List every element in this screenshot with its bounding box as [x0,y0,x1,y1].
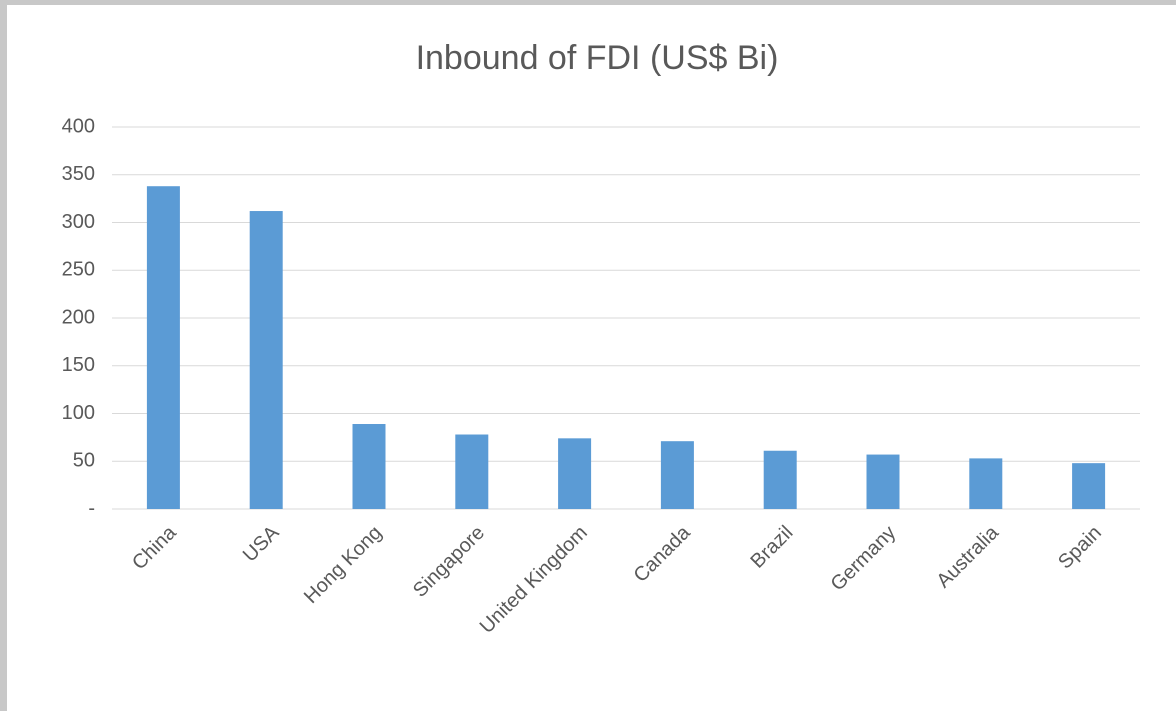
y-tick-label: 100 [62,402,95,424]
y-tick-label: - [88,497,95,519]
y-tick-label: 300 [62,211,95,233]
bar [763,450,797,509]
y-tick-label: 350 [62,163,95,185]
bar [455,434,489,509]
y-tick-label: 250 [62,259,95,281]
bar [660,441,694,509]
y-tick-label: 50 [73,450,95,472]
chart-title: Inbound of FDI (US$ Bi) [416,39,779,77]
bar [866,454,900,509]
bar [146,186,180,509]
bar [558,438,592,509]
y-tick-label: 150 [62,354,95,376]
window-edge [0,0,1176,5]
bar [1072,463,1106,509]
y-tick-label: 400 [62,115,95,137]
bar [969,458,1003,509]
bar [352,424,386,509]
bar [249,211,283,510]
y-tick-label: 200 [62,306,95,328]
window-edge [0,0,7,711]
